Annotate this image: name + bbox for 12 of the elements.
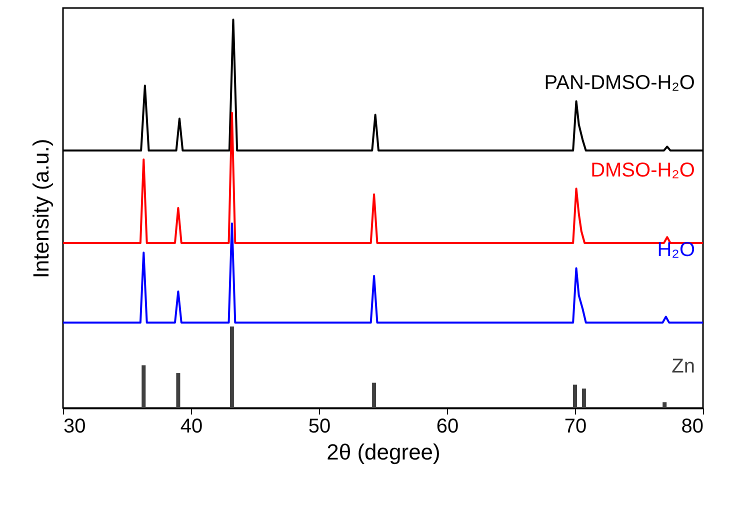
series-label: PAN-DMSO-H₂O — [544, 72, 695, 94]
series-label: Zn — [672, 356, 695, 378]
x-tick-label: 70 — [564, 416, 587, 438]
y-axis-title: Intensity (a.u.) — [28, 138, 54, 278]
series-label: DMSO-H₂O — [590, 160, 695, 182]
x-tick-label: 60 — [436, 416, 459, 438]
x-axis-title: 2θ (degree) — [326, 440, 440, 464]
text: H₂O — [657, 239, 695, 262]
x-tick-label: 40 — [180, 416, 203, 438]
x-tick-label: 80 — [681, 416, 704, 438]
x-tick-label: 50 — [308, 416, 331, 438]
x-tick-label: 30 — [64, 416, 86, 438]
